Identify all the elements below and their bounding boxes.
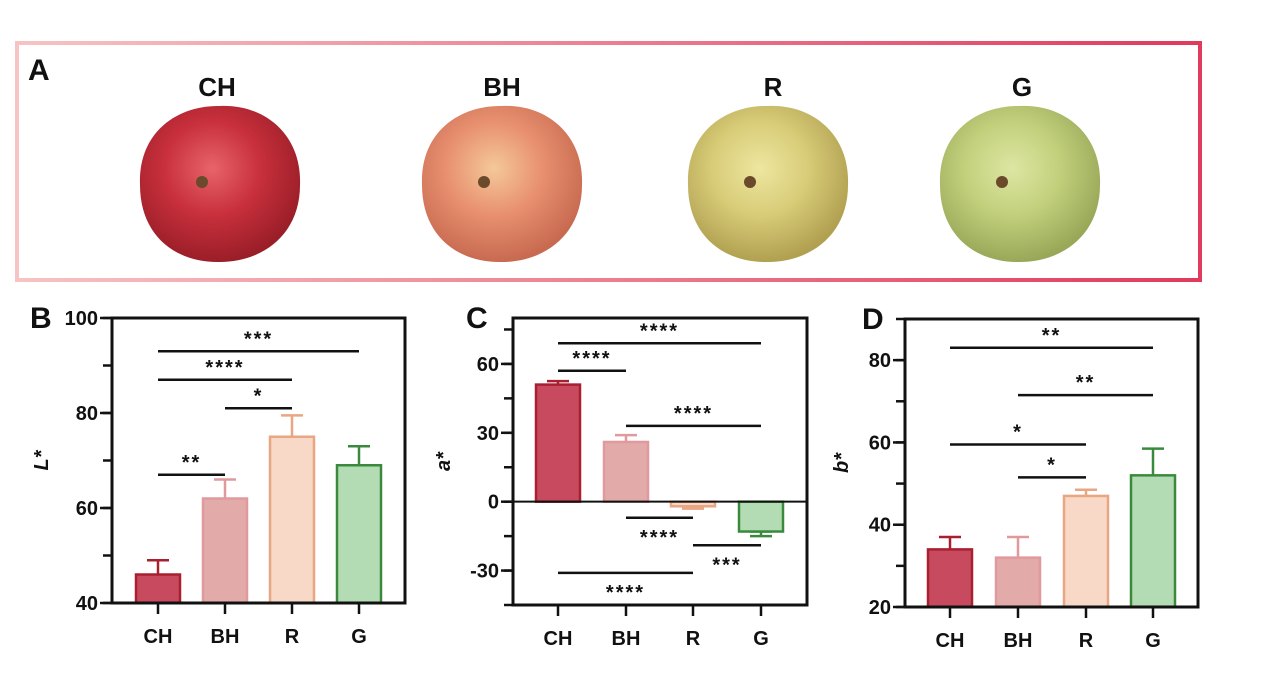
apple-photo-r <box>687 105 849 263</box>
significance-label: ** <box>1076 372 1096 394</box>
panel-label: C <box>466 302 488 335</box>
x-tick-label: CH <box>544 628 573 650</box>
significance-label: * <box>1047 454 1057 476</box>
bar-ch <box>534 383 582 503</box>
apple-photo-bh <box>421 105 583 263</box>
significance-label: **** <box>205 357 244 379</box>
significance-label: * <box>1013 421 1023 443</box>
y-tick-label: 60 <box>76 498 98 520</box>
panel-a-photos: A CH BH R G <box>15 41 1202 282</box>
y-tick-label: -30 <box>470 561 499 583</box>
plot-frame <box>110 316 407 605</box>
significance-label: **** <box>640 527 679 549</box>
x-tick-label: BH <box>612 628 641 650</box>
apple-stem-cavity <box>744 176 756 188</box>
significance-label: **** <box>674 403 713 425</box>
panel-a-label: A <box>28 54 50 87</box>
apple-stem-cavity <box>196 176 208 188</box>
bar-g <box>1129 474 1177 609</box>
x-tick-label: G <box>1145 630 1161 652</box>
apple-stem-cavity <box>996 176 1008 188</box>
apple-photo-g <box>939 105 1101 263</box>
significance-label: **** <box>572 348 611 370</box>
y-tick-label: 100 <box>65 308 98 330</box>
x-tick-label: BH <box>1004 630 1033 652</box>
x-tick-label: R <box>285 626 300 648</box>
x-tick-label: BH <box>211 626 240 648</box>
sample-label-g: G <box>1012 72 1032 102</box>
y-tick-label: 40 <box>869 515 891 537</box>
panel-a-border <box>15 41 1202 282</box>
x-tick-label: G <box>351 626 367 648</box>
bar-g <box>335 464 383 605</box>
significance-label: ** <box>182 452 202 474</box>
x-tick-label: R <box>686 628 701 650</box>
bar-ch <box>134 573 182 605</box>
y-axis-label: b* <box>831 452 853 473</box>
x-tick-label: CH <box>936 630 965 652</box>
significance-label: *** <box>244 328 273 350</box>
y-tick-label: 40 <box>76 593 98 615</box>
significance-label: *** <box>712 554 741 576</box>
y-tick-label: 0 <box>488 492 499 514</box>
bar-r <box>268 435 316 605</box>
y-tick-label: 80 <box>869 350 891 372</box>
y-tick-label: 80 <box>76 403 98 425</box>
x-tick-label: CH <box>144 626 173 648</box>
sample-label-r: R <box>764 72 783 102</box>
significance-label: ** <box>1042 325 1062 347</box>
bar-r <box>1062 494 1110 609</box>
bar-bh <box>994 556 1042 609</box>
apple-photo-ch <box>139 105 301 263</box>
y-tick-label: 60 <box>869 432 891 454</box>
significance-label: **** <box>606 582 645 604</box>
plot-frame <box>511 316 809 607</box>
y-axis-label: L* <box>31 449 53 470</box>
y-tick-label: 20 <box>869 597 891 619</box>
significance-label: * <box>254 385 264 407</box>
y-tick-label: 60 <box>477 354 499 376</box>
sample-label-ch: CH <box>198 72 236 102</box>
y-axis-label: a* <box>433 451 455 471</box>
bar-bh <box>201 497 249 605</box>
bar-bh <box>602 440 650 503</box>
x-tick-label: G <box>753 628 769 650</box>
panel-label: D <box>862 303 884 336</box>
y-tick-label: 30 <box>477 423 499 445</box>
significance-label: **** <box>640 320 679 342</box>
plot-frame <box>903 317 1200 609</box>
panel-label: B <box>30 302 52 335</box>
bar-g <box>737 500 785 533</box>
sample-label-bh: BH <box>483 72 521 102</box>
x-tick-label: R <box>1079 630 1094 652</box>
bar-ch <box>926 548 974 609</box>
apple-stem-cavity <box>478 176 490 188</box>
